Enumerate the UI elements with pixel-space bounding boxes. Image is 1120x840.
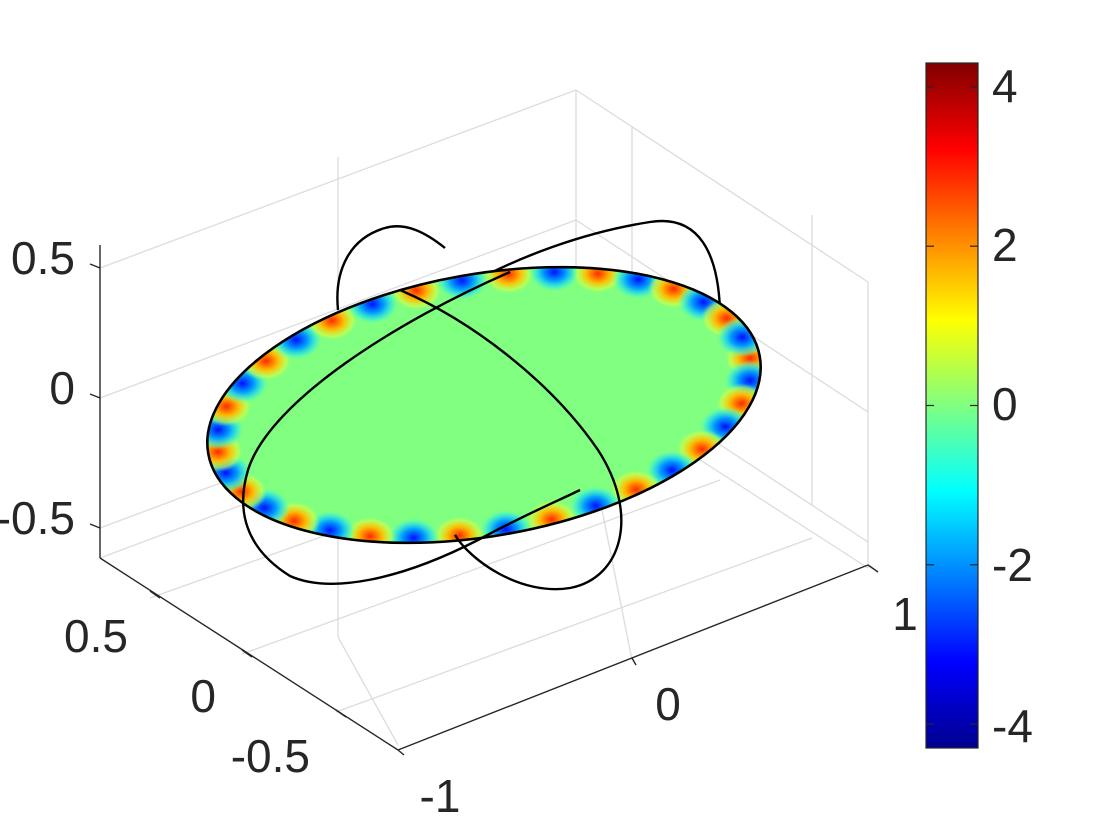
z-tick-label: 0 [49,362,75,414]
colorbar-tick-label: 4 [992,60,1018,112]
curve-near-parts [241,270,623,591]
y-tick-label: -0.5 [231,730,310,782]
x-tick-label: 1 [892,588,918,640]
surface-edge [206,265,762,545]
rim-positive-spot [482,254,535,295]
rim-negative-spot [346,284,399,325]
colorbar-tick-label: 0 [992,378,1018,430]
x-tick-label: 0 [655,678,681,730]
colorbar-ticks [926,86,978,725]
colorbar: 4 2 0 -2 -4 [925,60,1033,752]
curve-xz-upper [336,225,446,311]
axis-lines [99,245,869,751]
surface-disk [191,252,777,558]
curve-xz-front [399,288,623,591]
tick-marks [89,263,879,756]
y-tick-label: 0.5 [64,610,128,662]
colorbar-tick-label: -4 [992,700,1033,752]
curve-yz-front [241,270,581,585]
x-tick-label: -1 [420,770,461,822]
z-tick-label: -0.5 [0,492,75,544]
colorbar-tick-label: -2 [992,539,1033,591]
colorbar-tick-label: 2 [992,219,1018,271]
z-tick-label: 0.5 [11,232,75,284]
y-tick-label: 0 [190,670,216,722]
